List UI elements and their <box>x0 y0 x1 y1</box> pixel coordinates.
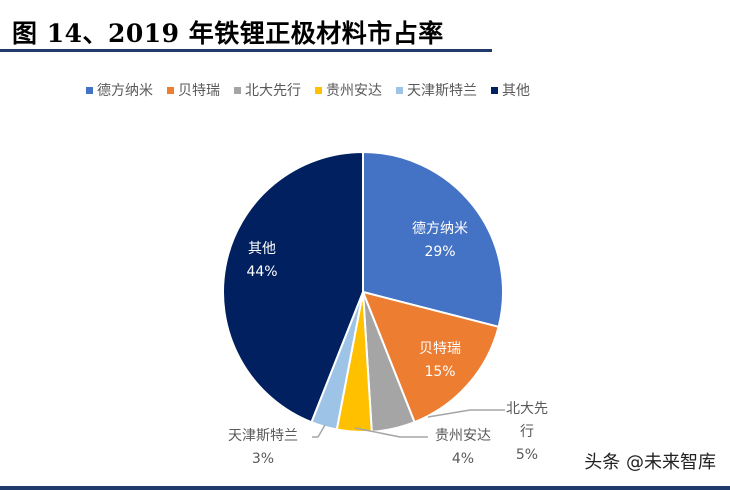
slice-value-label: 3% <box>251 451 275 467</box>
legend-swatch <box>396 86 403 94</box>
legend-label: 北大先行 <box>245 83 301 99</box>
legend-label: 天津斯特兰 <box>407 83 477 99</box>
legend-swatch <box>491 86 498 94</box>
title-underline <box>0 49 492 52</box>
slice-label: 天津斯特兰 3% <box>228 425 298 471</box>
slice-category-label: 德方纳米 <box>412 221 468 237</box>
legend-swatch <box>167 86 174 94</box>
slice-label: 北大先行 5% <box>505 398 549 467</box>
legend-swatch <box>315 86 322 94</box>
legend-label: 贝特瑞 <box>178 83 220 99</box>
legend-label: 其他 <box>502 83 530 99</box>
slice-category-label: 贵州安达 <box>435 428 491 444</box>
slice-category-label: 北大先行 <box>506 401 548 440</box>
pie-slice <box>362 150 504 329</box>
slice-value-label: 29% <box>424 244 456 260</box>
slice-category-label: 其他 <box>248 241 276 257</box>
legend-label: 贵州安达 <box>326 83 382 99</box>
slice-category-label: 天津斯特兰 <box>228 428 298 444</box>
slice-label: 贵州安达 4% <box>435 425 491 471</box>
legend-item: 贝特瑞 <box>167 80 220 100</box>
legend-item: 北大先行 <box>234 80 301 100</box>
legend-swatch <box>234 86 241 94</box>
legend: 德方纳米 贝特瑞 北大先行 贵州安达 天津斯特兰 其他 <box>86 80 530 100</box>
pie-slice <box>222 150 364 424</box>
legend-item: 贵州安达 <box>315 80 382 100</box>
watermark: 头条 @未来智库 <box>584 452 716 473</box>
slice-value-label: 15% <box>424 364 456 380</box>
slice-value-label: 4% <box>451 451 475 467</box>
legend-item: 天津斯特兰 <box>396 80 477 100</box>
slice-label: 德方纳米 29% <box>412 218 468 264</box>
legend-item: 其他 <box>491 80 530 100</box>
legend-swatch <box>86 86 93 94</box>
slice-label: 贝特瑞 15% <box>419 338 461 384</box>
slice-category-label: 贝特瑞 <box>419 341 461 357</box>
bottom-border <box>0 486 730 490</box>
slice-value-label: 5% <box>515 447 539 463</box>
legend-label: 德方纳米 <box>97 83 153 99</box>
legend-item: 德方纳米 <box>86 80 153 100</box>
leader-line <box>427 409 505 418</box>
pie-slice <box>361 290 500 424</box>
slice-value-label: 44% <box>246 264 278 280</box>
page-title: 图 14、2019 年铁锂正极材料市占率 <box>12 19 444 48</box>
slice-label: 其他 44% <box>246 238 277 284</box>
leader-line <box>312 424 326 438</box>
leader-line <box>354 427 428 438</box>
